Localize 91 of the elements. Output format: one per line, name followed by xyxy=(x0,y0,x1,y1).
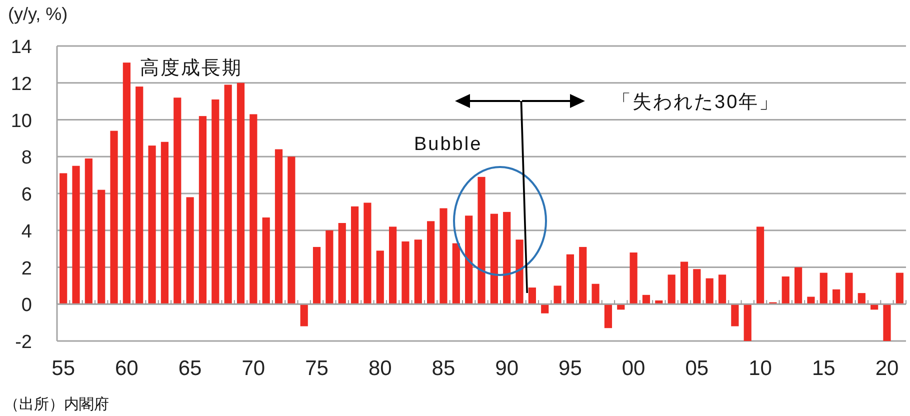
bar xyxy=(516,240,524,304)
bar xyxy=(326,230,334,304)
text: （出所）内閣府 xyxy=(4,396,109,413)
bar xyxy=(174,98,182,304)
bar xyxy=(312,246,321,304)
bar xyxy=(858,293,866,304)
bar xyxy=(807,296,815,304)
bar xyxy=(642,294,650,304)
bar xyxy=(300,304,308,326)
bar xyxy=(198,116,207,304)
x-tick-label: 85 xyxy=(432,357,456,380)
bar xyxy=(186,197,194,304)
bar xyxy=(212,99,220,304)
bar xyxy=(274,149,283,304)
x-tick-label: 15 xyxy=(812,357,836,380)
bar xyxy=(820,272,828,304)
bar xyxy=(782,276,790,304)
bar xyxy=(541,304,549,314)
x-tick-label: 95 xyxy=(558,357,582,380)
bar xyxy=(680,262,688,304)
x-tick-label: 05 xyxy=(685,357,709,380)
bar xyxy=(668,274,676,304)
bar xyxy=(440,208,448,304)
bar xyxy=(883,304,891,341)
x-tick-label: 20 xyxy=(875,357,899,380)
bar xyxy=(604,304,612,328)
y-tick-label: 6 xyxy=(21,184,32,206)
bar xyxy=(693,269,701,304)
bar xyxy=(832,289,840,304)
bar xyxy=(262,217,270,304)
bar xyxy=(503,212,511,304)
bar xyxy=(579,246,587,304)
bar xyxy=(388,226,397,304)
bar xyxy=(288,156,296,304)
bar xyxy=(756,226,764,304)
bar xyxy=(592,284,600,304)
bar xyxy=(452,243,460,304)
bar xyxy=(110,130,118,304)
x-tick-label: 75 xyxy=(305,357,328,380)
x-tick-label: 55 xyxy=(52,357,76,380)
bar xyxy=(566,254,574,304)
bar xyxy=(528,288,536,304)
bar xyxy=(744,304,752,341)
bar xyxy=(236,82,245,304)
bar xyxy=(60,173,68,304)
bar xyxy=(402,241,410,304)
x-tick-label: 65 xyxy=(178,357,202,380)
bar xyxy=(376,250,384,304)
bar xyxy=(731,304,739,326)
x-tick-label: 10 xyxy=(748,357,772,380)
bar xyxy=(630,252,638,304)
bar xyxy=(794,267,802,304)
bar xyxy=(84,158,92,304)
bar xyxy=(478,176,486,304)
bar xyxy=(148,146,156,304)
bar xyxy=(706,278,714,304)
bar xyxy=(427,221,435,304)
y-tick-label: -2 xyxy=(15,332,32,353)
bar xyxy=(224,84,232,304)
bar xyxy=(490,214,498,304)
bar xyxy=(350,206,359,304)
bar xyxy=(136,86,144,304)
y-tick-label: 10 xyxy=(10,110,32,132)
x-tick-label: 90 xyxy=(495,357,519,380)
y-tick-label: 12 xyxy=(10,74,32,95)
bar xyxy=(98,190,106,304)
bar xyxy=(160,142,169,304)
bar xyxy=(72,166,80,304)
y-tick-label: 0 xyxy=(21,295,32,316)
bar xyxy=(554,286,562,304)
x-tick-label: 00 xyxy=(622,357,646,380)
y-tick-label: 14 xyxy=(10,37,32,58)
y-tick-label: 8 xyxy=(21,148,32,169)
bar xyxy=(845,272,853,304)
bar xyxy=(414,240,422,304)
x-tick-label: 60 xyxy=(115,357,138,380)
x-tick-label: 70 xyxy=(242,357,266,380)
y-axis-title: (y/y, %) xyxy=(8,4,68,24)
x-tick-label: 80 xyxy=(368,357,392,380)
annotation: 「失われた30年」 xyxy=(612,92,780,113)
bar xyxy=(250,114,258,304)
bar xyxy=(465,216,473,304)
y-tick-label: 4 xyxy=(21,221,32,242)
bar xyxy=(718,274,726,304)
annotation: Bubble xyxy=(414,134,482,155)
annotation: 高度成長期 xyxy=(140,57,242,79)
bar xyxy=(896,272,904,304)
y-tick-label: 2 xyxy=(21,258,32,280)
bar xyxy=(364,202,372,304)
bar xyxy=(122,62,130,304)
bar xyxy=(338,223,346,304)
